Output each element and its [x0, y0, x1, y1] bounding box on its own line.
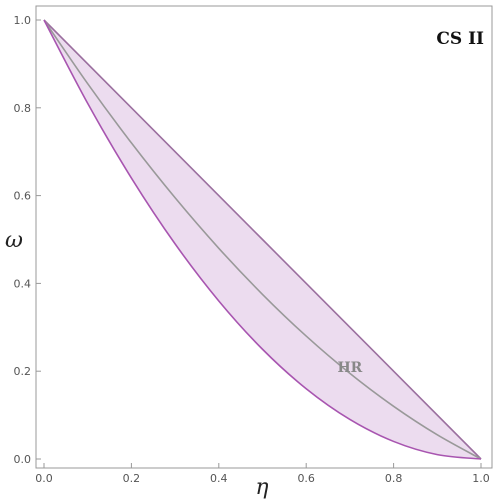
x-tick-label: 0.2	[123, 472, 141, 485]
y-axis-label: ω	[5, 228, 23, 253]
series-line-lower-bound	[43, 19, 482, 460]
curve-annotation: HR	[337, 360, 362, 376]
y-tick-label: 1.0	[14, 14, 32, 27]
chart-title: CS II	[436, 29, 484, 49]
x-tick-label: 0.0	[35, 472, 53, 485]
y-tick-label: 0.4	[14, 277, 32, 290]
y-tick-label: 0.2	[14, 365, 32, 378]
x-tick-label: 1.0	[472, 472, 490, 485]
y-tick-label: 0.8	[14, 102, 32, 115]
y-tick-label: 0.6	[14, 190, 32, 203]
series-line-middle-curve	[43, 19, 482, 460]
series-line-upper-bound	[43, 19, 482, 460]
x-tick-label: 0.4	[210, 472, 228, 485]
x-axis-label: η	[255, 475, 268, 500]
plot-frame	[35, 5, 493, 469]
x-tick-label: 0.8	[385, 472, 403, 485]
y-tick-label: 0.0	[14, 453, 32, 466]
x-tick-label: 0.6	[297, 472, 315, 485]
